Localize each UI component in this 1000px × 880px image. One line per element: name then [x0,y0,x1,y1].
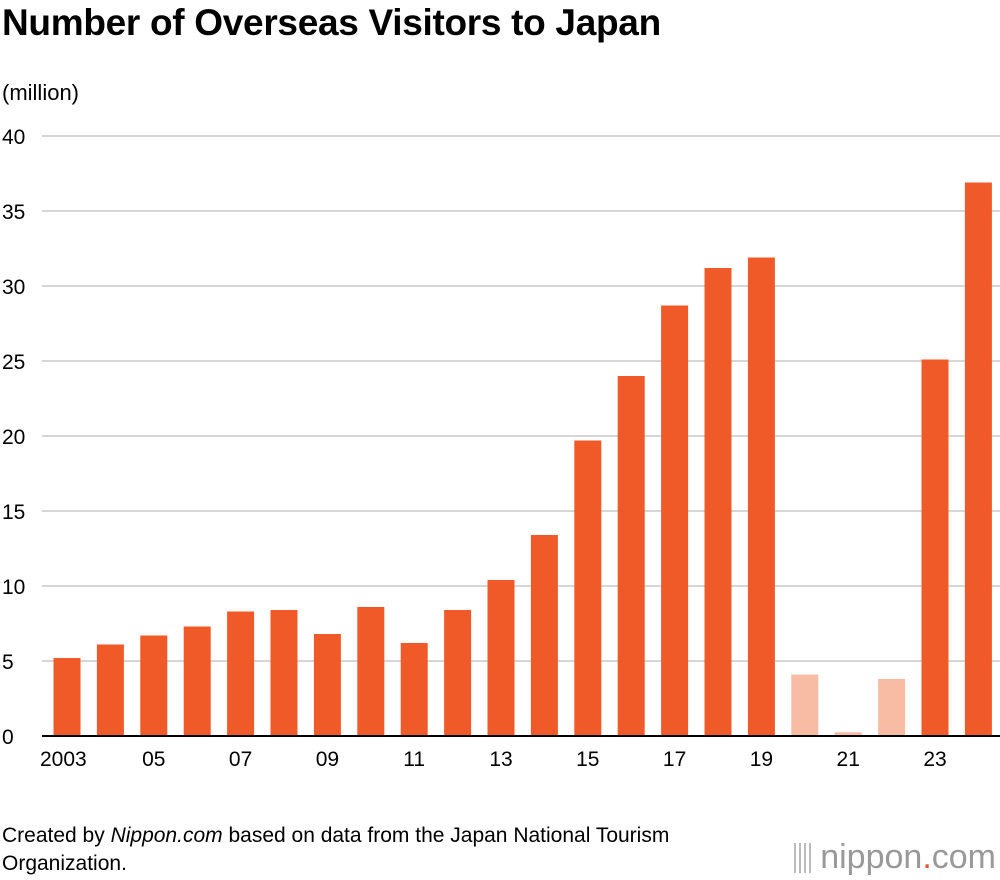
bar [444,610,472,736]
bar [574,440,602,736]
y-tick-label: 30 [2,276,25,299]
bar [791,674,819,736]
bar [530,535,558,736]
x-tick-label: 19 [750,748,773,771]
bar [270,610,298,736]
source-site: Nippon.com [110,824,223,847]
bar [140,635,168,736]
bar [313,634,341,736]
chart-title: Number of Overseas Visitors to Japan [2,2,661,43]
x-tick-label: 07 [229,748,252,771]
x-tick-label: 09 [316,748,339,771]
x-tick-label: 13 [489,748,512,771]
x-axis-ticks: 2003 05 07 09 11 13 15 17 19 21 23 [40,748,947,771]
x-tick-label: 15 [576,748,599,771]
y-axis-ticks: 0 5 10 15 20 25 30 35 40 [2,126,25,749]
bar [747,257,775,736]
logo-mark-icon [794,842,815,873]
bar [878,679,906,736]
bar [661,305,689,736]
x-tick-label: 2003 [40,748,87,771]
source-prefix: Created by [2,824,111,847]
y-axis-unit-label: (million) [2,80,79,105]
y-tick-label: 25 [2,351,25,374]
y-tick-label: 40 [2,126,25,149]
x-tick-label: 21 [837,748,860,771]
bar [227,611,255,736]
bar [921,359,949,736]
x-tick-label: 17 [663,748,686,771]
source-suffix: based on data from the Japan National To… [2,824,670,875]
bar [400,643,428,736]
logo-text: nippon.com [820,838,996,876]
x-tick-label: 05 [142,748,165,771]
bar [617,376,645,736]
bar [357,607,385,736]
nippon-logo: nippon.com [794,838,996,877]
bar [834,732,862,736]
y-tick-label: 20 [2,426,25,449]
bar [96,644,124,736]
bar [704,268,732,736]
y-tick-label: 35 [2,201,25,224]
x-tick-label: 23 [923,748,946,771]
bar [53,658,81,736]
x-tick-label: 11 [403,748,425,771]
bar [183,626,211,736]
bar [964,182,992,736]
bar [487,580,515,736]
grid-lines [42,135,1000,662]
y-tick-label: 10 [2,576,25,599]
bars [53,182,992,736]
source-note: Created by Nippon.com based on data from… [2,822,722,878]
y-tick-label: 15 [2,501,25,524]
y-tick-label: 0 [2,726,14,749]
y-tick-label: 5 [2,651,14,674]
